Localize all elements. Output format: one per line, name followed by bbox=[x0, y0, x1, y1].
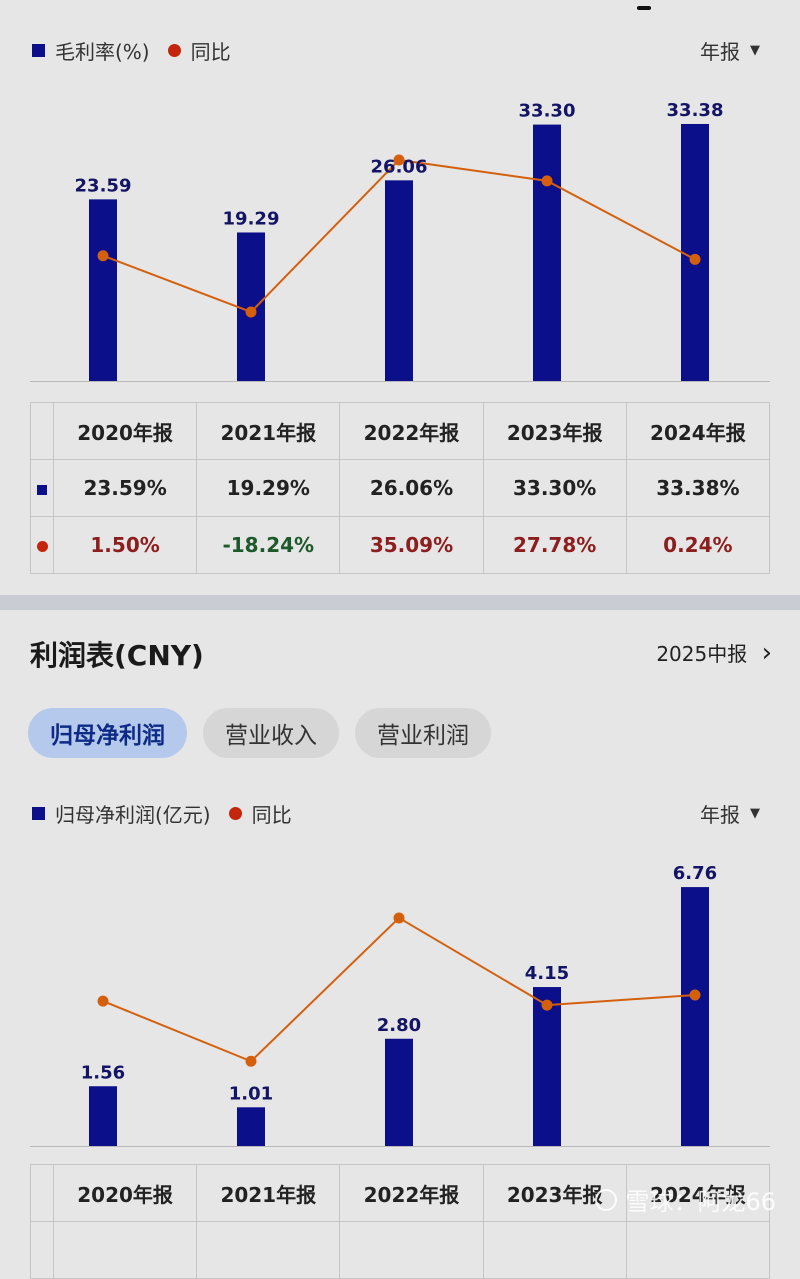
table-cell: 33.38% bbox=[625, 459, 771, 517]
chart1-legend: 毛利率(%) 同比 bbox=[32, 36, 231, 65]
table-cell bbox=[196, 1221, 341, 1279]
bar-legend-swatch bbox=[32, 44, 45, 57]
table-header: 2021年报 bbox=[196, 1164, 341, 1222]
table-cell bbox=[625, 1221, 771, 1279]
chevron-right-icon: › bbox=[761, 638, 772, 668]
chart-line-point bbox=[97, 995, 109, 1007]
chart2-period-label: 年报 bbox=[700, 803, 740, 827]
watermark: 雪球：阿龙66 bbox=[595, 1182, 776, 1217]
chart-line-point bbox=[689, 989, 701, 1001]
table-cell-yoy: -18.24% bbox=[196, 516, 341, 574]
table-cell-yoy: 27.78% bbox=[482, 516, 627, 574]
table-header: 2022年报 bbox=[339, 1164, 484, 1222]
bar-legend-swatch bbox=[32, 807, 45, 820]
line-legend-swatch bbox=[167, 44, 181, 57]
table-cell: 33.30% bbox=[482, 459, 627, 517]
chart-line-point bbox=[689, 253, 701, 265]
watermark-icon bbox=[595, 1188, 618, 1211]
chart-line-point bbox=[393, 912, 405, 924]
gross-margin-chart: 23.59 19.29 26.06 33.30 33.38 bbox=[30, 100, 770, 382]
chart-bar bbox=[681, 123, 709, 381]
chart-bar bbox=[681, 887, 709, 1146]
table-header: 2024年报 bbox=[625, 402, 771, 460]
section-title: 利润表(CNY) bbox=[30, 639, 204, 672]
table-cell-yoy: 1.50% bbox=[52, 516, 198, 574]
section-divider bbox=[0, 595, 800, 610]
table-header: 2021年报 bbox=[196, 402, 341, 460]
chevron-down-icon: ▼ bbox=[750, 806, 760, 821]
table-cell bbox=[339, 1221, 484, 1279]
chart-line-point bbox=[97, 250, 109, 262]
chart2-legend-line-label: 同比 bbox=[251, 803, 292, 827]
report-period-label: 2025中报 bbox=[656, 642, 748, 666]
table-header: 2022年报 bbox=[339, 402, 484, 460]
table-row: 1.50% -18.24% 35.09% 27.78% 0.24% bbox=[30, 516, 771, 574]
line-series-marker bbox=[30, 516, 54, 574]
chart1-period-label: 年报 bbox=[700, 40, 740, 64]
table-cell bbox=[30, 1221, 54, 1279]
chart-line-point bbox=[245, 1055, 257, 1067]
table-cell: 19.29% bbox=[196, 459, 341, 517]
chart-line-point bbox=[541, 175, 553, 187]
chart1-legend-bar-label: 毛利率(%) bbox=[55, 40, 150, 64]
table-cell-yoy: 0.24% bbox=[625, 516, 771, 574]
gross-margin-table: 2020年报 2021年报 2022年报 2023年报 2024年报 23.59… bbox=[30, 402, 771, 574]
chart-data-label: 19.29 bbox=[223, 208, 280, 229]
chart-data-label: 6.76 bbox=[673, 863, 717, 884]
chart-bar bbox=[533, 124, 561, 381]
chart-bar bbox=[385, 180, 413, 381]
table-cell bbox=[52, 1221, 198, 1279]
table-row: 23.59% 19.29% 26.06% 33.30% 33.38% bbox=[30, 459, 771, 517]
bar-series-marker bbox=[30, 459, 54, 517]
chart-bar bbox=[89, 199, 117, 381]
metric-tabs: 归母净利润 营业收入 营业利润 bbox=[28, 708, 491, 758]
chart-data-label: 4.15 bbox=[525, 963, 569, 984]
table-cell-yoy: 35.09% bbox=[339, 516, 484, 574]
line-legend-swatch bbox=[228, 807, 242, 820]
table-cell: 26.06% bbox=[339, 459, 484, 517]
chart2-legend: 归母净利润(亿元) 同比 bbox=[32, 799, 292, 828]
table-cell bbox=[482, 1221, 627, 1279]
chart-line-point bbox=[393, 154, 405, 166]
table-corner bbox=[30, 1164, 54, 1222]
table-cell: 23.59% bbox=[52, 459, 198, 517]
chart-bar bbox=[237, 1107, 265, 1146]
net-profit-chart: 1.56 1.01 2.80 4.15 6.76 bbox=[30, 863, 770, 1147]
chart-line-point bbox=[245, 306, 257, 318]
chart-bar bbox=[385, 1038, 413, 1146]
table-header-row: 2020年报 2021年报 2022年报 2023年报 2024年报 bbox=[30, 402, 771, 460]
chart2-period-select[interactable]: 年报 ▼ bbox=[700, 799, 760, 828]
watermark-text: 雪球：阿龙66 bbox=[625, 1188, 776, 1216]
table-header: 2020年报 bbox=[52, 1164, 198, 1222]
status-indicator bbox=[637, 6, 651, 10]
chart-data-label: 1.56 bbox=[81, 1062, 125, 1083]
chart-line-point bbox=[541, 999, 553, 1011]
chart-data-label: 33.38 bbox=[667, 100, 724, 121]
chart-data-label: 1.01 bbox=[229, 1083, 273, 1104]
table-header: 2024年报 bbox=[625, 1164, 771, 1222]
tab-revenue[interactable]: 营业收入 bbox=[203, 708, 339, 758]
chart2-legend-bar-label: 归母净利润(亿元) bbox=[55, 803, 211, 827]
chart1-period-select[interactable]: 年报 ▼ bbox=[700, 36, 760, 65]
table-header: 2023年报 bbox=[482, 402, 627, 460]
chart-bar bbox=[89, 1086, 117, 1146]
chart1-legend-line-label: 同比 bbox=[190, 40, 231, 64]
table-header: 2020年报 bbox=[52, 402, 198, 460]
chart-data-label: 26.06 bbox=[371, 156, 428, 177]
table-row bbox=[30, 1221, 771, 1279]
report-period-link[interactable]: 2025中报 › bbox=[656, 638, 772, 668]
chart-data-label: 2.80 bbox=[377, 1015, 421, 1036]
tab-net-profit[interactable]: 归母净利润 bbox=[28, 708, 187, 758]
table-corner bbox=[30, 402, 54, 460]
tab-operating-profit[interactable]: 营业利润 bbox=[355, 708, 491, 758]
chevron-down-icon: ▼ bbox=[750, 43, 760, 58]
chart-data-label: 33.30 bbox=[519, 101, 576, 122]
chart-bar bbox=[533, 987, 561, 1146]
chart-data-label: 23.59 bbox=[75, 175, 132, 196]
